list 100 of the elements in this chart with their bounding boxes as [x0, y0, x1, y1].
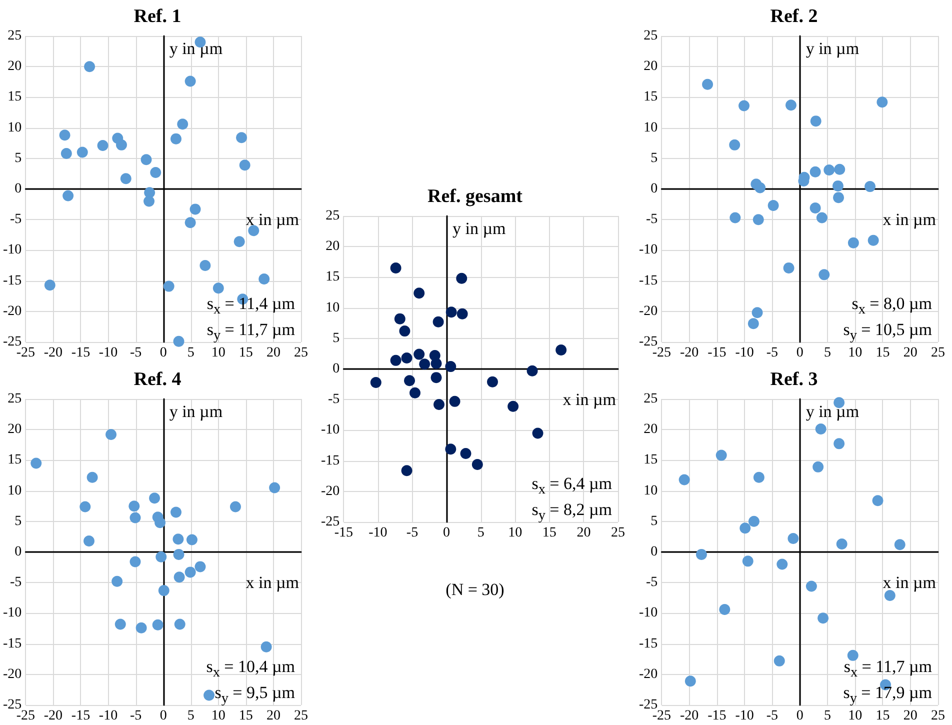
point — [884, 590, 896, 601]
y-tick-label: 0 — [650, 182, 658, 196]
y-tick-label: 5 — [14, 150, 22, 166]
x-tick-label: 10 — [211, 708, 226, 724]
point — [445, 361, 456, 372]
point — [170, 506, 182, 518]
point — [434, 399, 444, 410]
y-tick-label: 15 — [326, 270, 340, 285]
point — [834, 397, 845, 408]
x-tick-label: -10 — [98, 708, 118, 724]
point — [430, 358, 442, 369]
point — [753, 472, 764, 483]
point — [719, 604, 730, 616]
point — [248, 225, 260, 236]
point — [44, 280, 56, 291]
x-tick-label: 20 — [903, 346, 918, 360]
point — [816, 212, 828, 224]
x-tick-label: 15 — [238, 346, 253, 360]
point — [158, 585, 170, 596]
x-tick-label: -5 — [406, 526, 418, 540]
annotation: s$_{x}$ = 11,7 µm — [844, 657, 932, 682]
y-tick-label: 20 — [8, 59, 22, 74]
point — [834, 164, 846, 175]
point — [788, 533, 799, 544]
point — [812, 461, 824, 472]
y-axis-title: y in µm — [806, 402, 860, 421]
x-tick-label: 0 — [796, 708, 804, 724]
x-tick-label: 5 — [187, 708, 194, 724]
y-tick-label: 0 — [332, 362, 340, 376]
x-axis-title: x in µm — [882, 210, 936, 229]
point — [430, 372, 442, 384]
point — [390, 354, 402, 366]
y-tick-label: 25 — [8, 392, 22, 406]
point — [806, 580, 817, 592]
point — [230, 501, 241, 512]
point — [172, 534, 184, 545]
point — [702, 78, 714, 90]
y-axis-title: y in µm — [169, 39, 223, 58]
point — [370, 376, 382, 388]
point — [404, 375, 416, 386]
y-tick-label: -25 — [320, 514, 340, 530]
y-axis-title: y in µm — [452, 219, 506, 238]
point — [847, 650, 858, 661]
x-tick-label: -10 — [735, 346, 754, 360]
point — [177, 118, 188, 130]
x-tick-label: 20 — [576, 526, 591, 540]
point — [204, 690, 215, 701]
annotation: s$_{x}$ = 6,4 µm — [532, 474, 612, 498]
point — [390, 262, 402, 274]
y-tick-label: -15 — [320, 453, 340, 468]
y-tick-label: -5 — [646, 575, 658, 590]
point — [894, 539, 906, 550]
y-tick-label: 10 — [326, 300, 340, 316]
y-tick-label: 5 — [650, 150, 658, 166]
point — [729, 139, 740, 150]
point — [106, 429, 117, 440]
point — [200, 260, 211, 271]
y-tick-label: -5 — [10, 212, 22, 228]
annotation: s$_{y}$ = 11,7 µm — [206, 320, 295, 344]
point — [239, 160, 250, 171]
x-axis-title: x in µm — [246, 573, 299, 592]
point — [832, 180, 844, 192]
point — [818, 269, 830, 280]
point — [399, 326, 410, 337]
point — [532, 428, 544, 439]
x-tick-label: 5 — [824, 708, 831, 724]
point — [864, 181, 876, 192]
x-tick-label: 10 — [508, 526, 522, 540]
annotation: s$_{x}$ = 8,0 µm — [852, 294, 932, 318]
point — [401, 352, 412, 364]
x-tick-label: 10 — [211, 346, 226, 360]
y-tick-label: -25 — [2, 698, 22, 712]
y-tick-label: -20 — [638, 304, 658, 319]
x-tick-label: 25 — [294, 708, 308, 724]
point — [184, 217, 196, 228]
y-tick-label: 15 — [8, 452, 22, 468]
point — [556, 344, 567, 356]
point — [174, 572, 185, 583]
y-tick-label: 15 — [8, 90, 22, 105]
point — [810, 116, 822, 127]
point — [59, 130, 70, 141]
x-tick-label: 10 — [848, 346, 862, 360]
point — [836, 538, 848, 550]
chart-title: Ref. 3 — [770, 369, 818, 390]
point — [152, 619, 164, 630]
y-tick-label: -25 — [2, 334, 22, 350]
chart-title: Ref. 4 — [134, 369, 182, 390]
y-tick-label: 25 — [8, 28, 22, 44]
point — [684, 676, 696, 687]
point — [174, 618, 186, 630]
x-tick-label: -20 — [680, 346, 699, 360]
point — [190, 204, 201, 215]
point — [716, 450, 727, 461]
point — [410, 387, 420, 398]
point — [116, 139, 127, 150]
y-tick-label: -10 — [320, 422, 340, 438]
x-tick-label: 25 — [294, 346, 308, 360]
point — [752, 307, 763, 318]
annotation: s$_{y}$ = 9,5 µm — [214, 683, 295, 708]
y-tick-label: -5 — [646, 212, 658, 228]
